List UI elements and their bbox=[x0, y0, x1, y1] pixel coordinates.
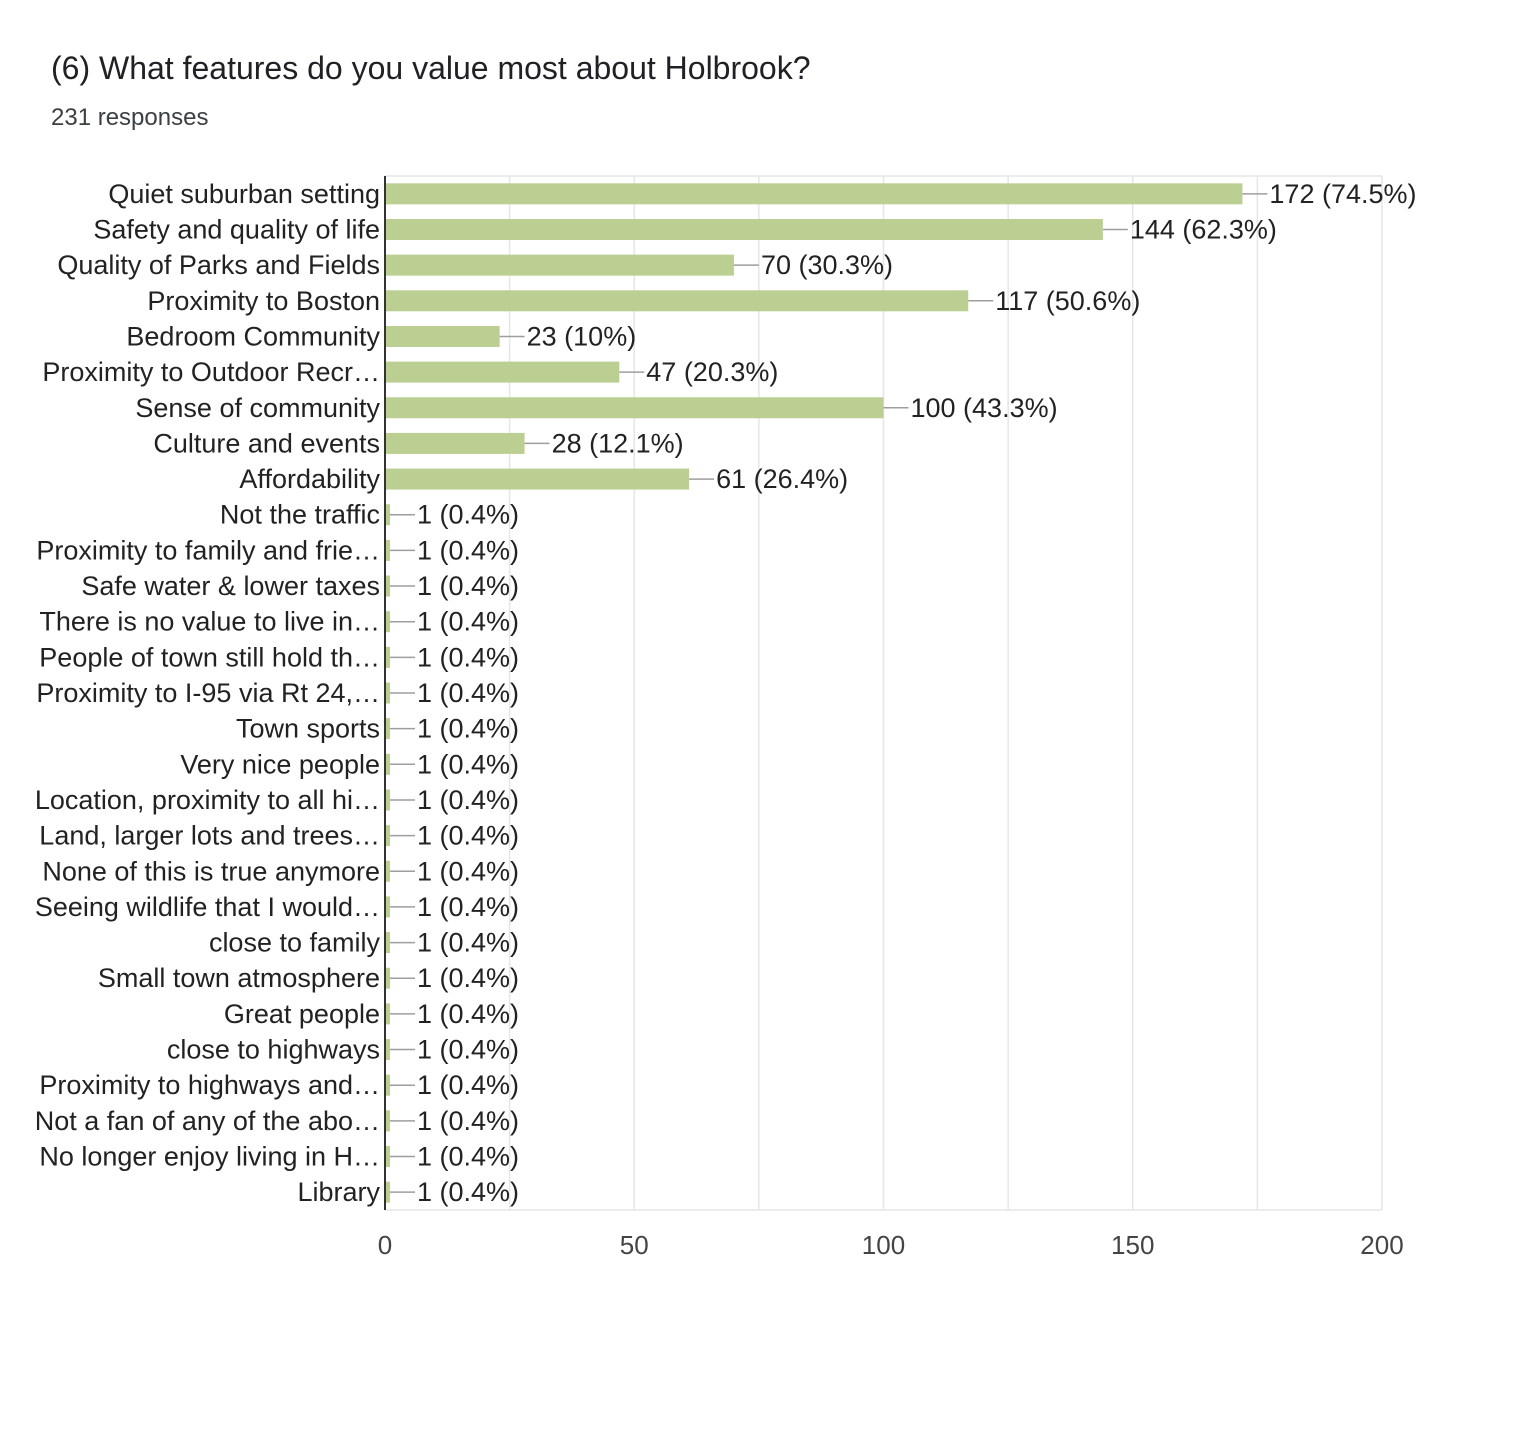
category-label: Safe water & lower taxes bbox=[81, 571, 380, 601]
x-tick-label: 200 bbox=[1360, 1230, 1403, 1260]
data-label: 1 (0.4%) bbox=[417, 535, 519, 565]
category-label: Affordability bbox=[239, 464, 380, 494]
category-label: There is no value to live in… bbox=[39, 607, 380, 637]
data-label: 61 (26.4%) bbox=[716, 464, 848, 494]
x-tick-label: 100 bbox=[862, 1230, 905, 1260]
response-count: 231 responses bbox=[51, 104, 209, 131]
bar bbox=[385, 575, 390, 597]
bar bbox=[385, 468, 690, 490]
bar bbox=[385, 646, 390, 668]
bar bbox=[385, 967, 390, 989]
bar bbox=[385, 1003, 390, 1025]
bar bbox=[385, 860, 390, 882]
bar bbox=[385, 932, 390, 954]
bar bbox=[385, 325, 500, 347]
bar bbox=[385, 1146, 390, 1168]
data-label: 1 (0.4%) bbox=[417, 749, 519, 779]
data-label: 144 (62.3%) bbox=[1130, 214, 1277, 244]
data-label: 1 (0.4%) bbox=[417, 928, 519, 958]
category-label: Proximity to Boston bbox=[147, 286, 380, 316]
bar bbox=[385, 896, 390, 918]
x-tick-label: 0 bbox=[378, 1230, 392, 1260]
bar bbox=[385, 432, 525, 454]
bar bbox=[385, 825, 390, 847]
category-label: Safety and quality of life bbox=[93, 214, 380, 244]
category-label: Town sports bbox=[236, 714, 380, 744]
category-label: Very nice people bbox=[180, 749, 380, 779]
bar bbox=[385, 504, 390, 526]
x-tick-label: 50 bbox=[620, 1230, 649, 1260]
category-label: close to highways bbox=[167, 1035, 380, 1065]
category-label: Proximity to Outdoor Recr… bbox=[42, 357, 380, 387]
category-label: Seeing wildlife that I would… bbox=[35, 892, 380, 922]
data-label: 1 (0.4%) bbox=[417, 642, 519, 672]
bar bbox=[385, 682, 390, 704]
category-label: Land, larger lots and trees… bbox=[39, 821, 380, 851]
data-label: 1 (0.4%) bbox=[417, 678, 519, 708]
bar bbox=[385, 753, 390, 775]
category-label: Not the traffic bbox=[220, 500, 380, 530]
category-label: Not a fan of any of the abo… bbox=[35, 1106, 380, 1136]
data-label: 100 (43.3%) bbox=[911, 393, 1058, 423]
category-label: Library bbox=[297, 1177, 380, 1207]
bar bbox=[385, 397, 884, 419]
data-label: 1 (0.4%) bbox=[417, 571, 519, 601]
gridlines bbox=[385, 175, 1383, 1211]
data-label: 1 (0.4%) bbox=[417, 892, 519, 922]
bar bbox=[385, 1039, 390, 1061]
category-label: Quality of Parks and Fields bbox=[57, 250, 380, 280]
category-label: Culture and events bbox=[153, 428, 380, 458]
bar bbox=[385, 1181, 390, 1203]
data-label: 47 (20.3%) bbox=[646, 357, 778, 387]
category-label: close to family bbox=[209, 928, 381, 958]
data-label: 70 (30.3%) bbox=[761, 250, 893, 280]
data-label: 1 (0.4%) bbox=[417, 821, 519, 851]
category-label: Quiet suburban setting bbox=[108, 179, 380, 209]
labels: 172 (74.5%) Quiet suburban setting 144 (62… bbox=[35, 179, 1417, 1207]
bar bbox=[385, 1110, 390, 1132]
data-label: 1 (0.4%) bbox=[417, 785, 519, 815]
category-label: Bedroom Community bbox=[126, 321, 380, 351]
axes: 0 50 100 150 200 bbox=[378, 176, 1404, 1260]
data-label: 1 (0.4%) bbox=[417, 1142, 519, 1172]
category-label: Sense of community bbox=[135, 393, 380, 423]
data-label: 1 (0.4%) bbox=[417, 607, 519, 637]
data-label: 1 (0.4%) bbox=[417, 1070, 519, 1100]
category-label: Small town atmosphere bbox=[98, 963, 380, 993]
category-label: Location, proximity to all hi… bbox=[35, 785, 380, 815]
category-label: Proximity to family and frie… bbox=[36, 535, 380, 565]
data-label: 117 (50.6%) bbox=[995, 286, 1140, 316]
data-label: 1 (0.4%) bbox=[417, 856, 519, 886]
data-label: 1 (0.4%) bbox=[417, 999, 519, 1029]
category-label: Great people bbox=[224, 999, 380, 1029]
bar bbox=[385, 361, 620, 383]
data-label: 1 (0.4%) bbox=[417, 1106, 519, 1136]
data-label: 1 (0.4%) bbox=[417, 714, 519, 744]
x-tick-label: 150 bbox=[1111, 1230, 1154, 1260]
bars bbox=[385, 183, 1268, 1203]
data-label: 1 (0.4%) bbox=[417, 1177, 519, 1207]
bar bbox=[385, 611, 390, 633]
data-label: 1 (0.4%) bbox=[417, 1035, 519, 1065]
data-label: 1 (0.4%) bbox=[417, 500, 519, 530]
bar bbox=[385, 789, 390, 811]
data-label: 28 (12.1%) bbox=[552, 428, 684, 458]
data-label: 23 (10%) bbox=[527, 321, 637, 351]
data-label: 172 (74.5%) bbox=[1269, 179, 1416, 209]
category-label: People of town still hold th… bbox=[39, 642, 380, 672]
data-label: 1 (0.4%) bbox=[417, 963, 519, 993]
bar bbox=[385, 290, 969, 312]
bar bbox=[385, 1074, 390, 1096]
bar bbox=[385, 218, 1103, 240]
bar bbox=[385, 254, 734, 276]
chart-title: (6) What features do you value most abou… bbox=[51, 50, 811, 86]
category-label: None of this is true anymore bbox=[42, 856, 380, 886]
category-label: Proximity to highways and… bbox=[39, 1070, 380, 1100]
category-label: No longer enjoy living in H… bbox=[39, 1142, 380, 1172]
bar bbox=[385, 539, 390, 561]
bar bbox=[385, 718, 390, 740]
bar bbox=[385, 183, 1243, 205]
category-label: Proximity to I-95 via Rt 24,… bbox=[36, 678, 380, 708]
